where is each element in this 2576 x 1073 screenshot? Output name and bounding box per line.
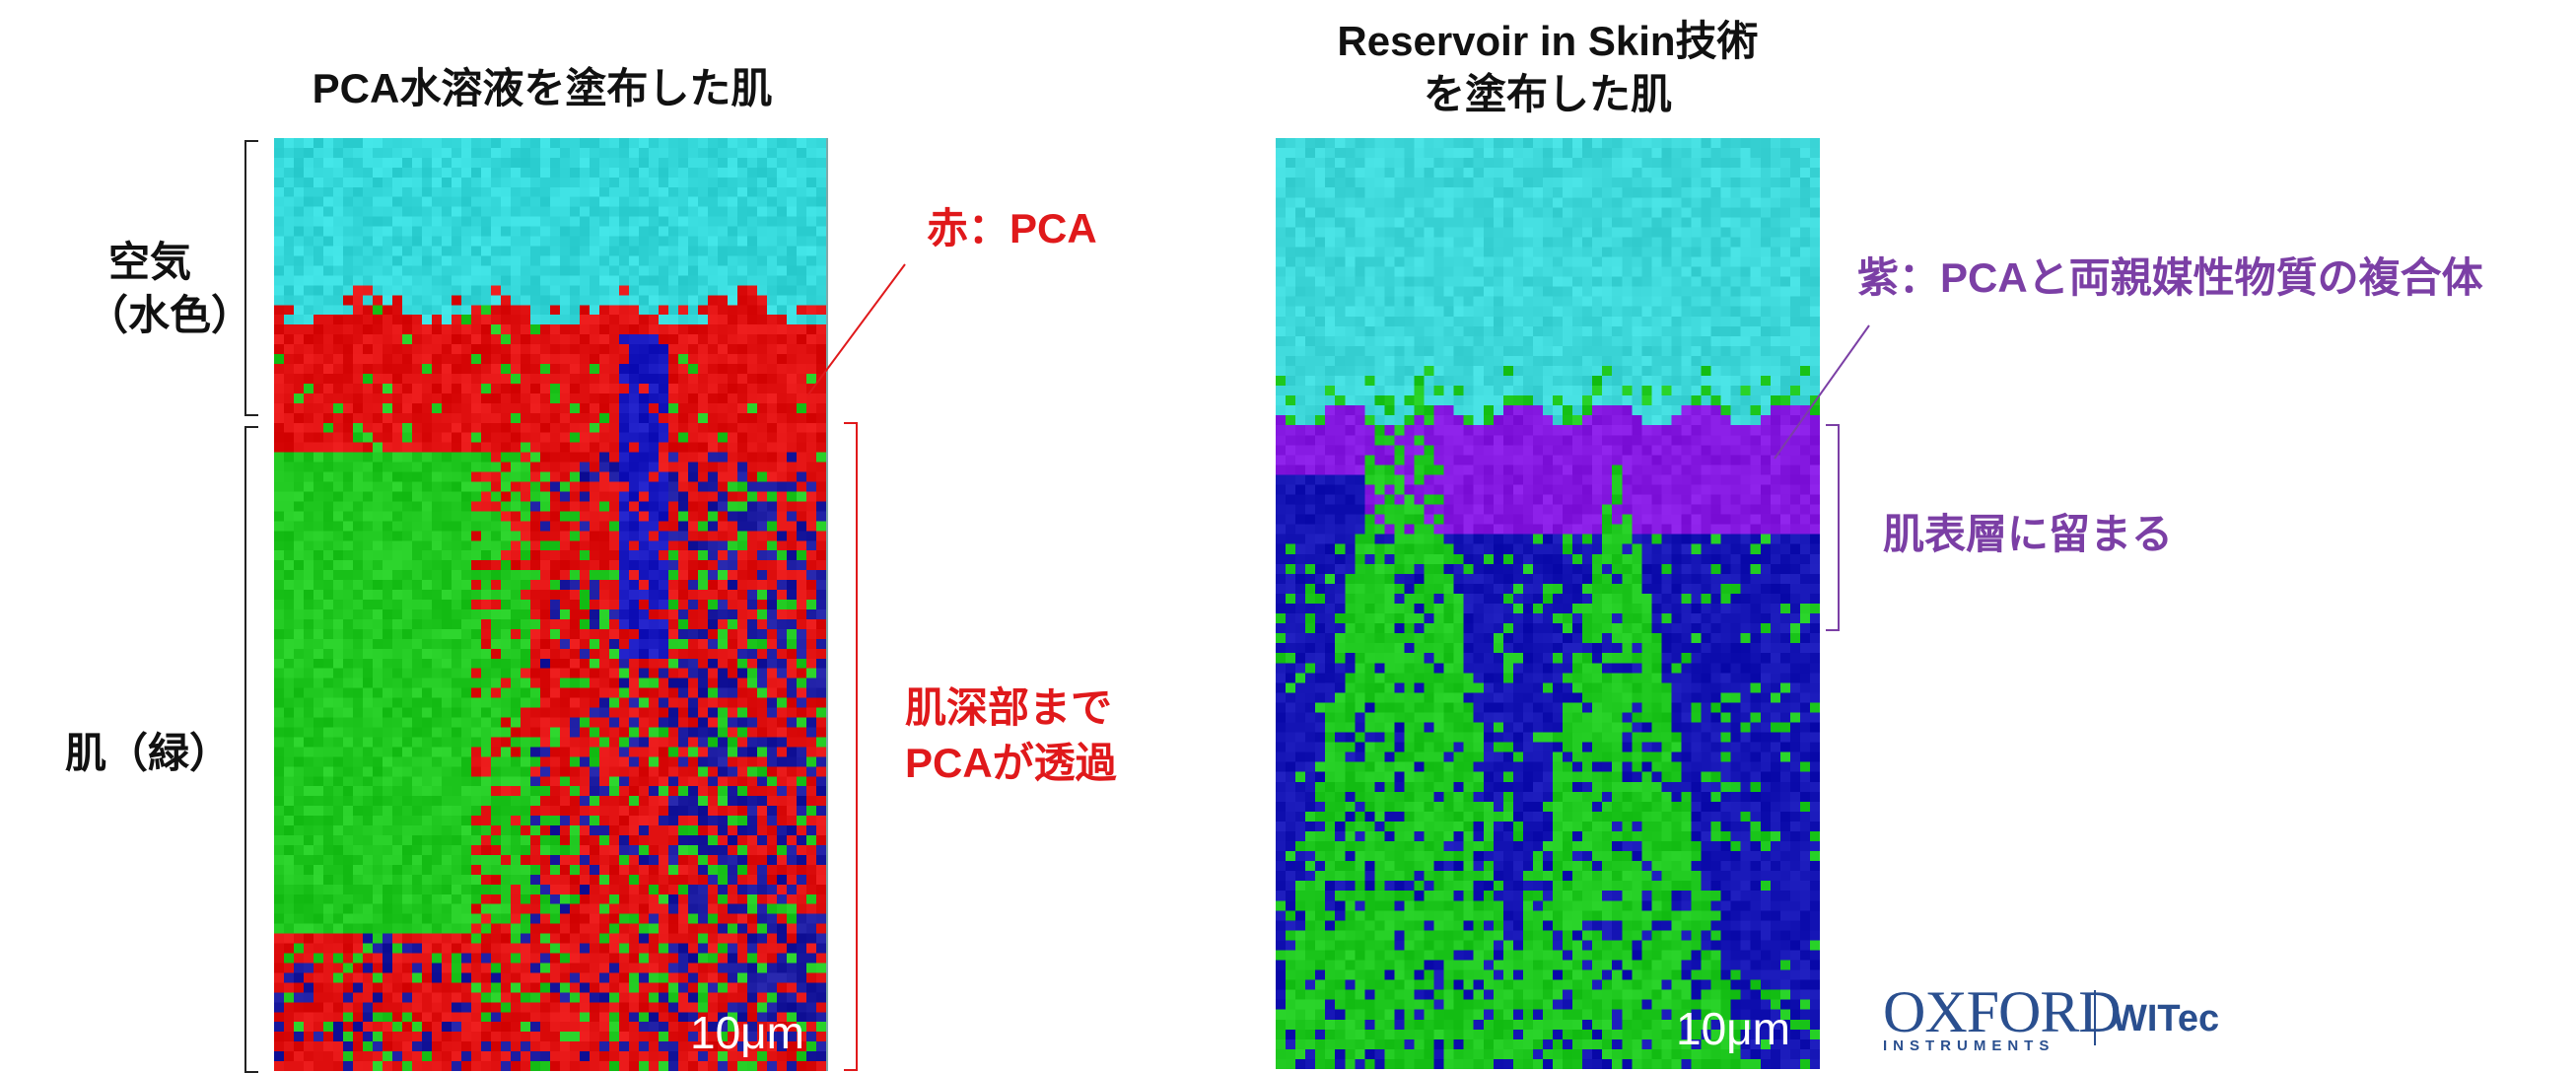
deep-penetration-label-2: PCAが透過 xyxy=(905,740,1117,786)
complex-purple-label: 紫：PCAと両親媒性物質の複合体 xyxy=(1857,254,2483,301)
oxford-instruments-logo: OXFORD INSTRUMENTS xyxy=(1883,979,2122,1054)
right-raman-image: 10μm xyxy=(1276,138,1820,1069)
skin-label: 肌（緑） xyxy=(65,730,232,776)
left-panel-title: PCA水溶液を塗布した肌 xyxy=(312,65,773,111)
left-raman-image: 10μm xyxy=(274,138,828,1071)
right-panel-title-line1: Reservoir in Skin技術 xyxy=(1337,18,1759,64)
skin-bracket xyxy=(244,426,258,1073)
air-color-label: （水色） xyxy=(87,292,253,338)
red-leader-line xyxy=(807,263,906,395)
logo-divider xyxy=(2094,990,2096,1045)
surface-bracket xyxy=(1826,424,1840,631)
deep-penetration-label-1: 肌深部まで xyxy=(905,684,1113,731)
air-bracket xyxy=(244,140,258,416)
witec-logo: WITec xyxy=(2112,998,2220,1039)
air-label: 空気 xyxy=(108,239,192,285)
surface-stay-label: 肌表層に留まる xyxy=(1883,511,2174,557)
deep-penetration-bracket xyxy=(844,422,858,1071)
right-panel-title-line2: を塗布した肌 xyxy=(1423,71,1672,117)
pca-red-label: 赤：PCA xyxy=(927,205,1097,251)
purple-leader-line xyxy=(1774,324,1870,460)
left-scale-label: 10μm xyxy=(690,1007,804,1058)
right-scale-label: 10μm xyxy=(1676,1003,1790,1054)
